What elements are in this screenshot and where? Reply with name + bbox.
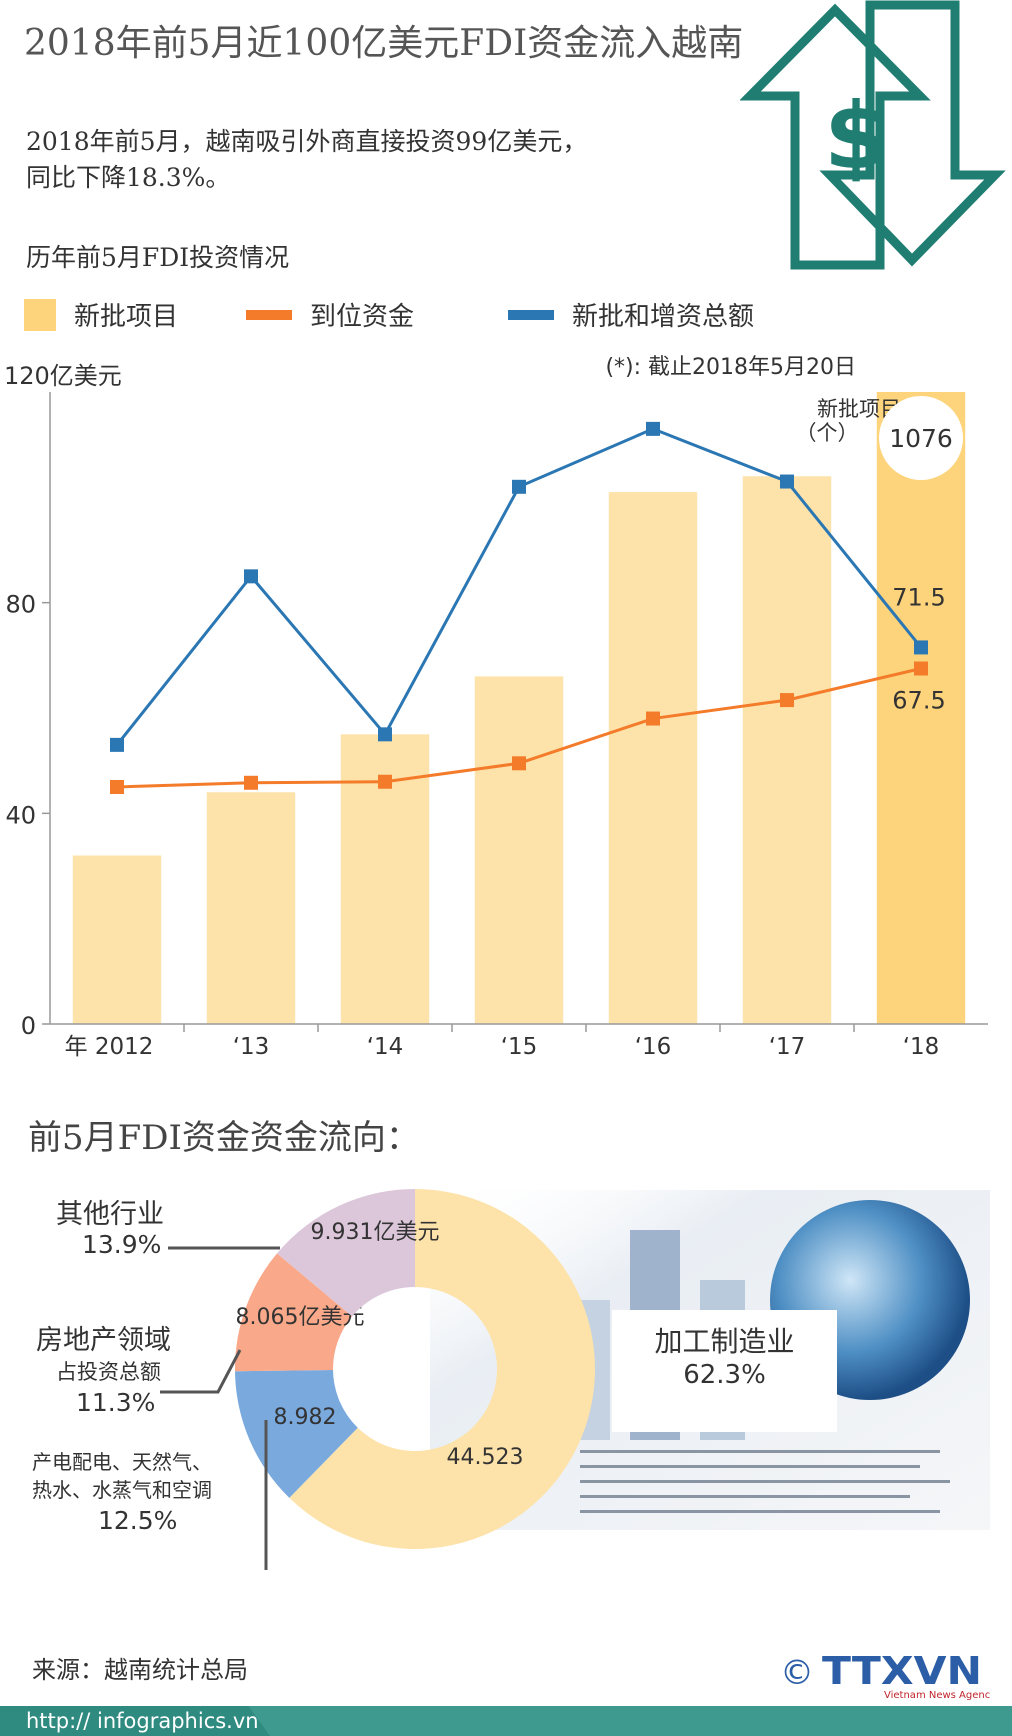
- section-title-flow: 前5月FDI资金资金流向：: [28, 1118, 420, 1158]
- label-other: 其他行业: [56, 1199, 164, 1230]
- total-point-3: [512, 479, 526, 494]
- bar-1: [206, 792, 296, 1024]
- disbursed-point-5: [780, 693, 794, 708]
- x-tick-label-1: ‘13: [233, 1034, 270, 1060]
- disbursed-point-3: [512, 756, 526, 771]
- donut-value-0: 44.523: [447, 1445, 524, 1470]
- copyright-symbol: ©: [780, 1653, 814, 1693]
- source-text: 来源：越南统计总局: [32, 1656, 248, 1684]
- donut-slice-0: [289, 1189, 595, 1549]
- disbursed-point-4: [646, 711, 660, 726]
- bar-4: [608, 492, 698, 1024]
- subtitle-line-2: 同比下降18.3%。: [26, 163, 231, 192]
- donut-slice-3: [277, 1189, 415, 1317]
- x-tick-label-4: ‘16: [635, 1034, 672, 1060]
- chart-note: (*): 截止2018年5月20日: [605, 355, 856, 380]
- page-title: 2018年前5月近100亿美元FDI资金流入越南: [24, 23, 744, 64]
- manufacturing-label-box: [612, 1310, 837, 1432]
- donut-value-1: 8.982: [274, 1405, 337, 1430]
- legend-swatch-orange: [246, 309, 292, 320]
- footer-url: http:// infographics.vn: [0, 1706, 270, 1736]
- legend-label-new-projects: 新批项目: [74, 302, 179, 332]
- total-2018-label: 71.5: [892, 583, 945, 611]
- y-axis-label: 120亿美元: [4, 362, 122, 390]
- bar-5: [742, 476, 832, 1024]
- label-power-pct: 12.5%: [98, 1506, 178, 1535]
- label-power-line2: 热水、水蒸气和空调: [32, 1478, 212, 1502]
- y-tick-label-1: 40: [5, 801, 36, 829]
- leader-lines: [160, 1246, 280, 1570]
- logo-subtitle: Vietnam News Agency: [884, 1690, 990, 1701]
- legend-label-disbursed: 到位资金: [310, 302, 415, 332]
- disbursed-point-2: [378, 774, 392, 789]
- svg-text:$: $: [824, 83, 888, 190]
- donut-value-2: 8.065亿美元: [236, 1305, 365, 1330]
- leader-line-power: [264, 1420, 268, 1570]
- label-realestate-sub: 占投资总额: [56, 1360, 161, 1384]
- total-point-6: [914, 640, 928, 655]
- y-tick-label-0: 0: [21, 1012, 36, 1040]
- label-realestate: 房地产领域: [36, 1325, 171, 1356]
- label-manufacturing-pct: 62.3%: [683, 1360, 766, 1390]
- section-title-history: 历年前5月FDI投资情况: [26, 243, 290, 272]
- disbursed-point-6: [914, 661, 928, 676]
- total-point-4: [646, 421, 660, 436]
- label-power-line1: 产电配电、天然气、: [32, 1450, 212, 1474]
- total-point-2: [378, 727, 392, 742]
- logo-text: TTXVN: [822, 1649, 982, 1693]
- legend-disbursed: 到位资金: [246, 296, 414, 333]
- x-tick-label-6: ‘18: [903, 1034, 940, 1060]
- disbursed-point-1: [244, 775, 258, 790]
- legend-label-total: 新批和增资总额: [572, 302, 755, 332]
- disbursed-2018-label: 67.5: [892, 687, 945, 715]
- x-tick-label-0: 年 2012: [65, 1034, 154, 1060]
- leader-line-realestate: [160, 1349, 242, 1394]
- bar-0: [72, 855, 162, 1024]
- y-tick-label-2: 80: [5, 591, 36, 619]
- disbursed-point-0: [110, 780, 124, 794]
- donut-section: 44.523 8.982 8.065亿美元 9.931亿美元 加工制造业 62.3% …: [0, 1170, 1012, 1570]
- x-tick-label-5: ‘17: [769, 1034, 806, 1060]
- label-realestate-pct: 11.3%: [76, 1388, 156, 1417]
- legend-swatch-blue: [508, 309, 554, 320]
- total-point-1: [244, 569, 258, 584]
- highlight-circle: [879, 396, 963, 480]
- donut-slice-2: [235, 1253, 353, 1372]
- total-point-5: [780, 474, 794, 489]
- highlight-value: 1076: [889, 424, 953, 453]
- legend-swatch-bar: [24, 298, 56, 331]
- donut-value-3: 9.931亿美元: [311, 1220, 440, 1245]
- fdi-donut-chart: 44.523 8.982 8.065亿美元 9.931亿美元: [235, 1189, 595, 1549]
- x-tick-label-2: ‘14: [367, 1034, 404, 1060]
- bar-6: [876, 392, 966, 1024]
- legend-new-projects: 新批项目: [24, 296, 178, 333]
- subtitle-line-1: 2018年前5月，越南吸引外商直接投资99亿美元，: [26, 127, 588, 156]
- total-point-0: [110, 737, 124, 752]
- bar-3: [474, 676, 564, 1024]
- label-manufacturing: 加工制造业: [654, 1325, 795, 1358]
- dollar-arrows-icon: $: [740, 0, 1006, 270]
- legend-total: 新批和增资总额: [508, 296, 754, 333]
- x-tick-label-3: ‘15: [501, 1034, 538, 1060]
- ttxvn-logo: © TTXVN Vietnam News Agency: [780, 1649, 990, 1701]
- label-other-pct: 13.9%: [82, 1230, 162, 1259]
- highlight-unit: （个）: [796, 421, 859, 445]
